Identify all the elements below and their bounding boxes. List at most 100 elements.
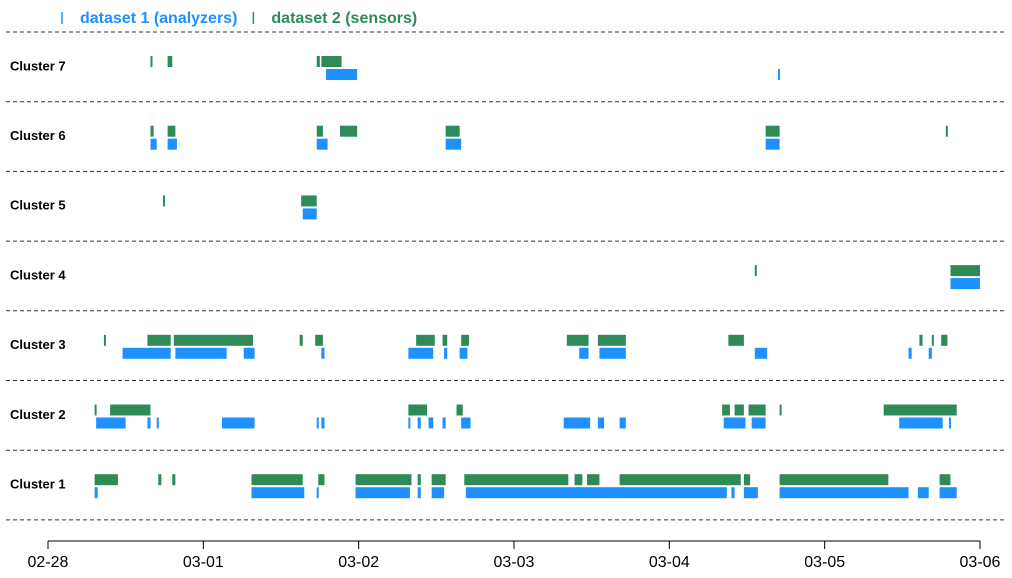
interval-bar xyxy=(318,474,325,486)
row-label: Cluster 6 xyxy=(10,128,66,143)
x-tick-label: 03-03 xyxy=(494,554,535,571)
interval-bar xyxy=(340,125,358,137)
interval-bar xyxy=(94,404,97,416)
x-tick-label: 03-05 xyxy=(804,554,845,571)
interval-bar xyxy=(928,347,932,359)
interval-bar xyxy=(417,417,421,429)
interval-bar xyxy=(251,487,305,499)
interval-bar xyxy=(167,125,176,137)
interval-bar xyxy=(417,487,421,499)
interval-bar xyxy=(167,138,177,150)
interval-bar xyxy=(579,347,589,359)
row-label: Cluster 3 xyxy=(10,337,66,352)
interval-bar xyxy=(408,404,428,416)
interval-bar xyxy=(103,334,106,346)
interval-bar xyxy=(459,347,468,359)
interval-bar xyxy=(316,56,320,67)
interval-bar xyxy=(96,417,126,429)
interval-bar xyxy=(574,474,583,486)
interval-bar xyxy=(778,69,781,80)
interval-bar xyxy=(150,138,157,150)
interval-bar xyxy=(597,334,626,346)
interval-bar xyxy=(919,334,923,346)
interval-bar xyxy=(597,417,605,429)
interval-bar xyxy=(243,347,255,359)
interval-bar xyxy=(743,474,751,486)
interval-bar xyxy=(110,404,151,416)
interval-bar xyxy=(754,265,757,277)
row-label: Cluster 5 xyxy=(10,198,66,213)
interval-bar xyxy=(162,195,165,207)
interval-bar xyxy=(779,487,909,499)
x-tick-label: 03-04 xyxy=(649,554,690,571)
interval-bar xyxy=(147,334,171,346)
interval-bar xyxy=(442,417,446,429)
interval-bar xyxy=(167,56,173,67)
interval-bar xyxy=(316,125,323,137)
interval-bar xyxy=(408,417,411,429)
interval-bar xyxy=(456,404,463,416)
interval-bar xyxy=(883,404,957,416)
interval-bar xyxy=(939,487,957,499)
interval-bar xyxy=(417,474,421,486)
row-label: Cluster 2 xyxy=(10,407,66,422)
row-label: Cluster 1 xyxy=(10,476,66,491)
legend-label: dataset 1 (analyzers) xyxy=(80,10,237,27)
interval-bar xyxy=(941,334,948,346)
interval-bar xyxy=(723,417,746,429)
interval-bar xyxy=(94,474,118,486)
interval-bar xyxy=(908,347,912,359)
interval-bar xyxy=(461,417,471,429)
x-tick-label: 02-28 xyxy=(28,554,69,571)
interval-bar xyxy=(122,347,171,359)
interval-bar xyxy=(587,474,600,486)
interval-bar xyxy=(321,417,325,429)
interval-bar xyxy=(431,487,445,499)
interval-bar xyxy=(734,404,744,416)
interval-bar xyxy=(751,417,766,429)
interval-bar xyxy=(175,347,227,359)
interval-bar xyxy=(939,474,951,486)
interval-bar xyxy=(950,265,980,277)
interval-bar xyxy=(779,474,889,486)
interval-bar xyxy=(917,487,929,499)
interval-bar xyxy=(444,347,448,359)
interval-bar xyxy=(445,138,462,150)
interval-bar xyxy=(431,474,446,486)
interval-bar xyxy=(748,404,766,416)
interval-bar xyxy=(321,347,325,359)
interval-bar xyxy=(948,417,951,429)
interval-bar xyxy=(743,487,758,499)
interval-bar xyxy=(754,347,768,359)
x-tick-label: 03-06 xyxy=(960,554,1001,571)
interval-bar xyxy=(465,487,727,499)
interval-bar xyxy=(316,487,319,499)
interval-bar xyxy=(464,474,569,486)
interval-bar xyxy=(150,56,153,67)
interval-bar xyxy=(315,334,323,346)
interval-bar xyxy=(251,474,303,486)
x-tick-label: 03-02 xyxy=(338,554,379,571)
interval-bar xyxy=(302,208,317,220)
row-label: Cluster 4 xyxy=(10,267,66,282)
interval-bar xyxy=(765,125,780,137)
interval-bar xyxy=(931,334,934,346)
interval-bar xyxy=(172,474,176,486)
interval-bar xyxy=(779,404,782,416)
interval-bar xyxy=(173,334,254,346)
interval-bar xyxy=(408,347,434,359)
interval-bar xyxy=(566,334,589,346)
interval-bar xyxy=(150,125,154,137)
interval-bar xyxy=(158,474,162,486)
interval-bar xyxy=(442,334,448,346)
interval-bar xyxy=(301,195,317,207)
interval-bar xyxy=(221,417,255,429)
interval-bar xyxy=(355,474,412,486)
interval-bar xyxy=(619,417,626,429)
interval-bar xyxy=(619,474,741,486)
interval-bar xyxy=(156,417,159,429)
interval-bar xyxy=(299,334,303,346)
row-label: Cluster 7 xyxy=(10,58,66,73)
